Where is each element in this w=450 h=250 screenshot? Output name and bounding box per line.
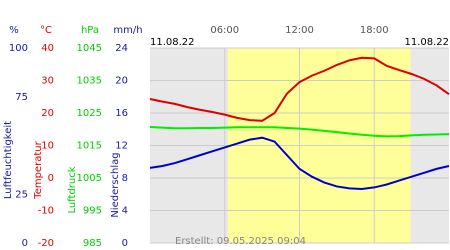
x-tick-label: 06:00 xyxy=(210,25,239,36)
y-tick-label: 1025 xyxy=(77,108,102,119)
y-tick-label: 0 xyxy=(22,238,28,249)
axis-unit: hPa xyxy=(81,25,99,36)
y-tick-label: 30 xyxy=(41,76,54,87)
y-tick-label: 75 xyxy=(15,92,28,103)
axis-title: Temperatur xyxy=(33,140,44,199)
axis-title: Luftdruck xyxy=(67,166,78,213)
plot-layer xyxy=(150,47,449,244)
y-tick-label: 100 xyxy=(9,43,28,54)
y-tick-label: 24 xyxy=(115,43,128,54)
x-tick-label: 12:00 xyxy=(285,25,314,36)
x-tick-label: 18:00 xyxy=(360,25,389,36)
y-tick-label: 8 xyxy=(122,173,128,184)
y-tick-label: 40 xyxy=(41,43,54,54)
y-tick-label: 1035 xyxy=(77,76,102,87)
axis-title: Niederschlag xyxy=(110,152,121,217)
date-right: 11.08.22 xyxy=(404,37,449,48)
y-tick-label: 1045 xyxy=(77,43,102,54)
y-tick-label: 995 xyxy=(83,206,102,217)
series-line xyxy=(149,125,450,138)
series-line xyxy=(149,136,450,190)
y-tick-label: 1015 xyxy=(77,141,102,152)
y-tick-label: 985 xyxy=(83,238,102,249)
axis-unit: % xyxy=(9,25,19,36)
y-tick-label: 20 xyxy=(41,108,54,119)
date-left: 11.08.22 xyxy=(150,37,195,48)
footer: Erstellt: 09.05.2025 09:04 xyxy=(175,236,306,247)
y-tick-label: -10 xyxy=(38,206,54,217)
y-tick-label: 25 xyxy=(15,189,28,200)
y-tick-label: 1005 xyxy=(77,173,102,184)
series-line xyxy=(149,56,450,122)
axis-unit: °C xyxy=(40,25,52,36)
y-tick-label: 4 xyxy=(122,206,128,217)
y-tick-label: 0 xyxy=(48,173,54,184)
y-tick-label: 0 xyxy=(122,238,128,249)
y-tick-label: 16 xyxy=(115,108,128,119)
y-tick-label: 12 xyxy=(115,141,128,152)
axis-title: Luftfeuchtigkeit xyxy=(3,121,14,199)
y-tick-label: -20 xyxy=(38,238,54,249)
axis-unit: mm/h xyxy=(113,25,142,36)
y-tick-label: 20 xyxy=(115,76,128,87)
y-tick-label: 10 xyxy=(41,141,54,152)
